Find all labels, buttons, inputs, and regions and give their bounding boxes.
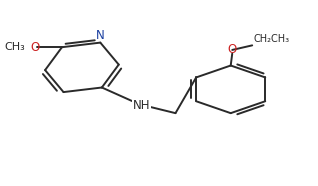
Text: CH₂CH₃: CH₂CH₃ — [254, 34, 290, 44]
Text: N: N — [96, 29, 105, 42]
Text: NH: NH — [133, 99, 150, 112]
Text: CH₃: CH₃ — [4, 42, 25, 52]
Text: O: O — [228, 44, 237, 56]
Text: O: O — [31, 41, 40, 54]
